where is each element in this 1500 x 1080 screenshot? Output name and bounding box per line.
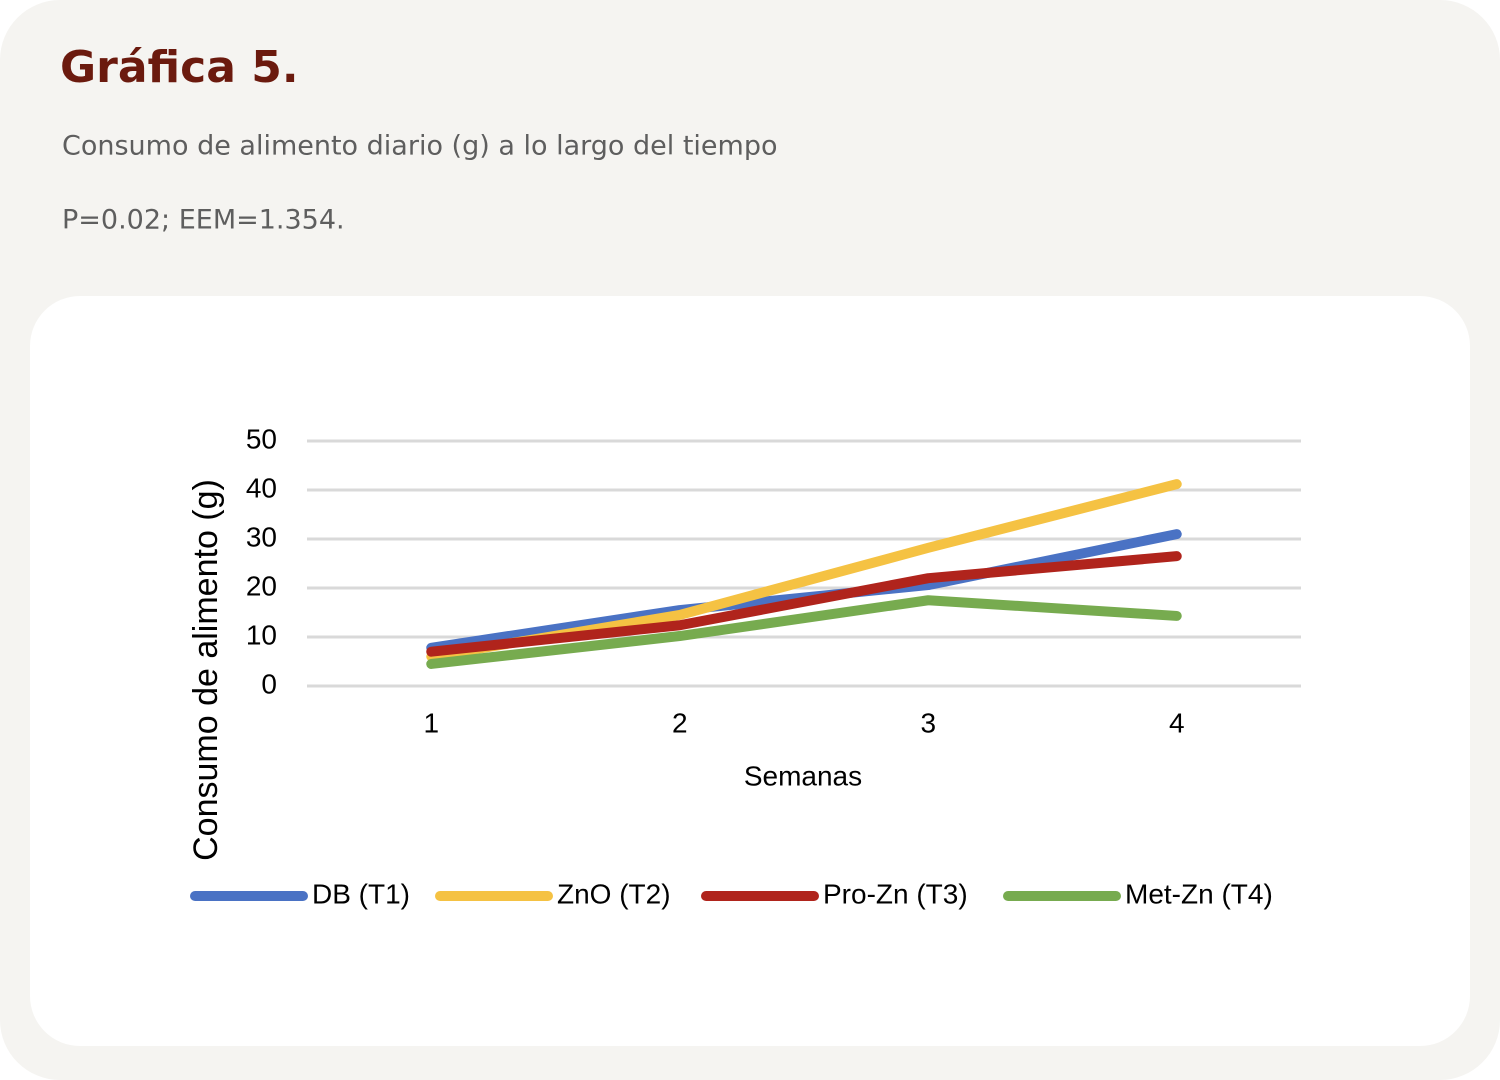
x-axis-title: Semanas (744, 760, 862, 791)
y-tick-label: 10 (246, 619, 277, 650)
y-tick-label: 0 (261, 668, 277, 699)
x-tick-label: 2 (672, 707, 688, 738)
chart-panel (30, 296, 1470, 1046)
y-tick-label: 40 (246, 472, 277, 503)
x-tick-label: 1 (423, 707, 439, 738)
x-tick-label: 4 (1169, 707, 1185, 738)
legend-label: DB (T1) (312, 878, 410, 909)
legend-label: Pro-Zn (T3) (823, 878, 968, 909)
chart-title: Gráfica 5. (60, 42, 299, 93)
chart-subtitle: Consumo de alimento diario (g) a lo larg… (62, 131, 777, 162)
legend-label: ZnO (T2) (557, 878, 671, 909)
chart-note: P=0.02; EEM=1.354. (62, 205, 345, 236)
x-tick-label: 3 (920, 707, 936, 738)
y-axis-title: Consumo de alimento (g) (187, 479, 225, 861)
legend-label: Met-Zn (T4) (1125, 878, 1273, 909)
y-tick-label: 30 (246, 521, 277, 552)
series-line (426, 551, 1182, 657)
y-tick-label: 50 (246, 423, 277, 454)
series-line (426, 595, 1182, 669)
y-tick-label: 20 (246, 570, 277, 601)
